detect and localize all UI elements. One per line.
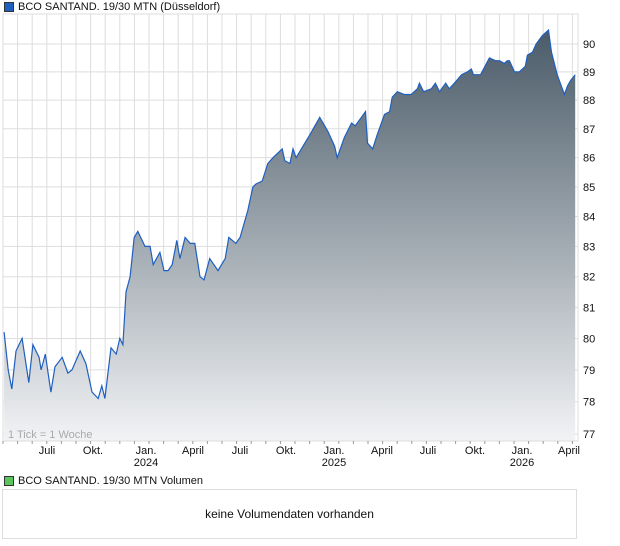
plot-frame [2, 13, 579, 442]
volume-message: keine Volumendaten vorhanden [205, 507, 374, 521]
x-tick-label: April [558, 445, 580, 457]
x-tick-year: 2025 [322, 457, 346, 469]
volume-legend-label: BCO SANTAND. 19/30 MTN Volumen [18, 475, 204, 487]
x-tick-label: Jan. [136, 445, 157, 457]
y-tick-label: 84 [583, 211, 595, 223]
y-tick-label: 77 [583, 429, 595, 441]
price-chart: 77 78 79 80 81 82 83 84 85 86 87 88 89 90 Juli Okt. Jan… [2, 13, 595, 469]
y-tick-label: 85 [583, 182, 595, 194]
y-tick-label: 80 [583, 333, 595, 345]
volume-legend: BCO SANTAND. 19/30 MTN Volumen [4, 475, 203, 487]
x-tick-label: April [182, 445, 204, 457]
price-line [3, 28, 576, 400]
x-tick-label: Juli [420, 445, 437, 457]
x-tick-label: Okt. [83, 445, 103, 457]
price-legend: BCO SANTAND. 19/30 MTN (Düsseldorf) [4, 1, 220, 13]
tick-note: 1 Tick = 1 Woche [8, 429, 92, 441]
x-tick-label: Okt. [276, 445, 296, 457]
y-tick-label: 78 [583, 397, 595, 409]
price-legend-label: BCO SANTAND. 19/30 MTN (Düsseldorf) [18, 1, 221, 13]
y-tick-label: 81 [583, 302, 595, 314]
y-tick-label: 87 [583, 124, 595, 136]
y-tick-label: 86 [583, 153, 595, 165]
y-tick-label: 89 [583, 67, 595, 79]
y-tick-label: 83 [583, 241, 595, 253]
y-tick-label: 82 [583, 272, 595, 284]
volume-legend-swatch [4, 476, 14, 486]
x-tick-label: Okt. [465, 445, 485, 457]
x-tick-label: Juli [39, 445, 56, 457]
x-tick-label: Jan. [512, 445, 533, 457]
y-tick-label: 79 [583, 365, 595, 377]
y-tick-label: 90 [583, 39, 595, 51]
volume-panel: keine Volumendaten vorhanden [2, 489, 577, 539]
x-tick-label: Juli [232, 445, 249, 457]
x-tick-label: April [371, 445, 393, 457]
price-area [4, 30, 576, 441]
x-tick-year: 2024 [134, 457, 158, 469]
y-tick-label: 88 [583, 95, 595, 107]
x-tick-year: 2026 [510, 457, 534, 469]
x-tick-label: Jan. [324, 445, 345, 457]
price-legend-swatch [4, 2, 14, 12]
